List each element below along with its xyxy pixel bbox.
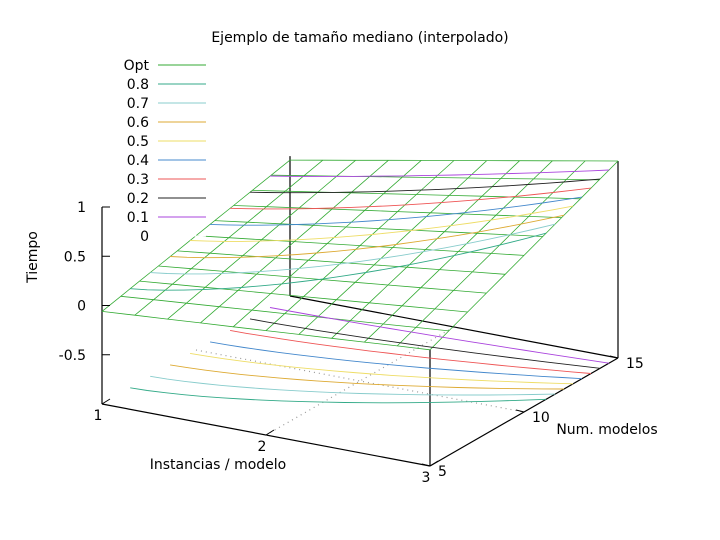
- contour-line-base: [130, 387, 547, 404]
- legend-label: 0.8: [127, 77, 149, 93]
- x-tick-label: 2: [258, 439, 267, 455]
- z-tick-label: 0: [77, 299, 86, 315]
- legend-label: 0: [140, 229, 149, 245]
- surface-line-y: [101, 311, 431, 351]
- legend-label: 0.6: [127, 115, 149, 131]
- contour-line: [170, 214, 565, 259]
- x-axis-label: Instancias / modelo: [150, 457, 286, 473]
- legend-label: 0.3: [127, 172, 149, 188]
- legend-label: 0.4: [127, 153, 149, 169]
- surface-line-y: [195, 235, 525, 256]
- y-tick-label: 10: [532, 410, 550, 426]
- contour-line: [190, 205, 574, 242]
- contour-lines: [130, 169, 610, 404]
- contour-line-base: [210, 341, 583, 380]
- x-tick-mark: [429, 460, 439, 467]
- legend: Opt 0.8 0.7 0.6 0.5 0.4 0.3 0.2 0.1 0: [124, 58, 206, 245]
- contour-line-base: [190, 352, 574, 385]
- legend-label: 0.7: [127, 96, 149, 112]
- surface-mesh: [101, 159, 619, 351]
- contour-line-base: [170, 364, 565, 390]
- legend-label: Opt: [124, 58, 150, 74]
- surface-line-y: [271, 174, 600, 181]
- y-tick-label: 5: [438, 464, 447, 480]
- floor-grid-y: [195, 349, 525, 413]
- contour-line: [249, 178, 601, 194]
- surface-line-y: [120, 295, 449, 332]
- chart-title: Ejemplo de tamaño mediano (interpolado): [211, 30, 508, 46]
- contour-line: [210, 196, 583, 226]
- x-tick-mark: [101, 398, 111, 405]
- contour-line: [150, 223, 556, 275]
- x-tick-label: 1: [94, 408, 103, 424]
- z-tick-label: -0.5: [59, 348, 86, 364]
- y-tick-mark: [609, 355, 619, 359]
- x-tick-label: 3: [422, 470, 431, 486]
- legend-label: 0.1: [127, 210, 149, 226]
- contour-line: [269, 169, 610, 177]
- floor-grid-x: [265, 326, 455, 436]
- contour-line-base: [230, 329, 592, 374]
- back-x-edge: [289, 295, 619, 359]
- z-tick-label: 0.5: [64, 249, 86, 265]
- legend-label: 0.2: [127, 191, 149, 207]
- surface-line-y: [214, 220, 543, 237]
- z-axis-label: Tiempo: [25, 231, 41, 284]
- surface-line-y: [177, 250, 506, 275]
- tick-labels: 1 2 3 5 10 15 -0.5 0 0.5 1: [59, 200, 644, 486]
- y-tick-mark: [515, 409, 525, 413]
- contour-line: [230, 187, 592, 210]
- y-tick-label: 15: [626, 356, 644, 372]
- surface-line-y: [233, 205, 562, 218]
- surface-line-y: [252, 189, 581, 200]
- contour-line-base: [269, 307, 610, 364]
- y-tick-mark: [421, 463, 431, 467]
- contour-line: [130, 232, 547, 291]
- surface-line-y: [139, 280, 468, 313]
- x-tick-mark: [265, 429, 275, 436]
- surface-line-y: [289, 159, 619, 162]
- z-tick-label: 1: [77, 200, 86, 216]
- legend-label: 0.5: [127, 134, 149, 150]
- surface-line-y: [158, 265, 487, 294]
- contour-line-base: [249, 318, 601, 369]
- y-axis-label: Num. modelos: [556, 422, 657, 438]
- contour-line-base: [150, 375, 556, 396]
